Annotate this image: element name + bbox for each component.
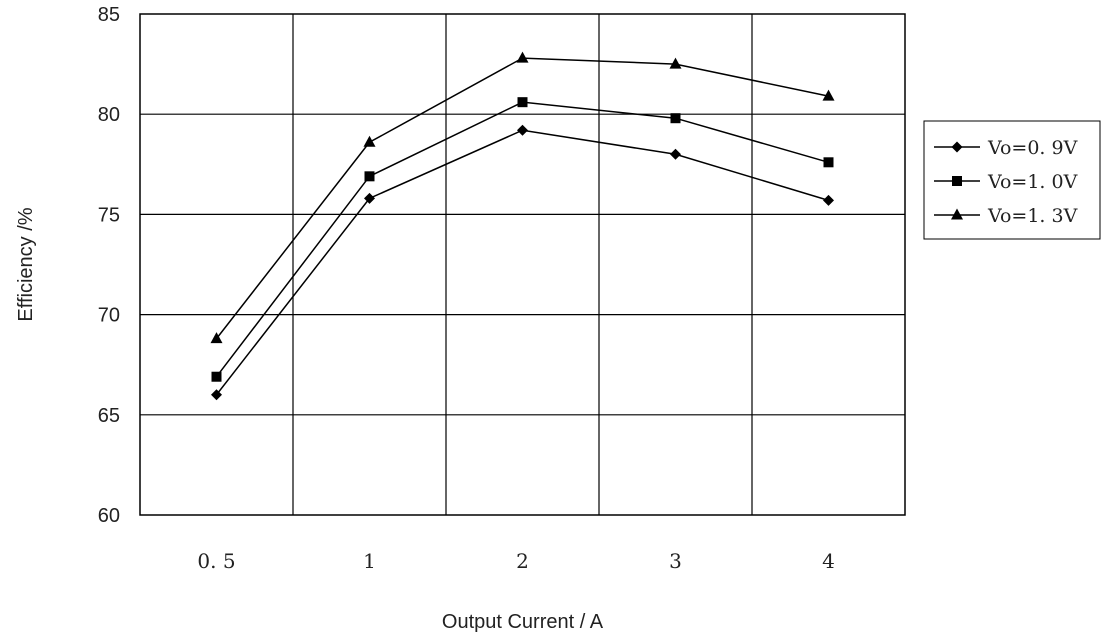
- series-3: [210, 51, 835, 344]
- data-point-triangle: [516, 51, 529, 63]
- y-tick-label: 75: [98, 204, 120, 226]
- y-axis-title: Efficiency /%: [15, 207, 37, 321]
- y-tick-label: 70: [98, 305, 120, 327]
- x-tick-label: 0. 5: [197, 549, 235, 573]
- series-line: [215, 129, 829, 396]
- data-point-triangle: [363, 135, 376, 147]
- data-point-square: [364, 171, 375, 182]
- data-point-triangle: [210, 332, 223, 344]
- data-point-diamond: [823, 194, 834, 206]
- y-tick-label: 65: [98, 405, 120, 427]
- data-point-triangle: [951, 208, 963, 220]
- legend-item: Vo=1. 0V: [934, 171, 1078, 193]
- plot-frame: [139, 13, 906, 516]
- data-point-square: [823, 157, 834, 168]
- series-2: [211, 97, 834, 382]
- data-point-triangle: [669, 57, 682, 69]
- grid-lines: [140, 14, 905, 515]
- y-tick-labels: 60 65 70 75 80 85: [98, 4, 120, 527]
- legend-label: Vo=1. 0V: [987, 171, 1078, 193]
- x-tick-label: 1: [363, 549, 376, 573]
- x-tick-label: 3: [669, 549, 682, 573]
- legend-label: Vo=1. 3V: [987, 205, 1078, 227]
- data-point-square: [517, 97, 528, 108]
- legend-item: Vo=0. 9V: [934, 137, 1078, 159]
- data-point-diamond: [364, 192, 375, 204]
- legend: Vo=0. 9V Vo=1. 0V Vo=1. 3V: [923, 120, 1101, 240]
- data-point-diamond: [670, 148, 681, 160]
- data-point-diamond: [517, 124, 528, 136]
- legend-label: Vo=0. 9V: [987, 137, 1078, 159]
- data-point-square: [952, 176, 962, 186]
- y-tick-label: 80: [98, 104, 120, 126]
- data-point-square: [670, 113, 681, 124]
- y-tick-label: 60: [98, 505, 120, 527]
- data-point-diamond: [951, 141, 963, 153]
- data-point-diamond: [211, 389, 222, 401]
- series-1: [211, 124, 834, 401]
- x-tick-label: 2: [516, 549, 529, 573]
- series-line: [215, 101, 829, 378]
- y-tick-label: 85: [98, 4, 120, 26]
- data-point-square: [211, 371, 222, 382]
- series-group: [210, 51, 835, 401]
- x-tick-labels: 0. 5 1 2 3 4: [197, 549, 834, 573]
- data-point-triangle: [822, 89, 835, 101]
- x-axis-title: Output Current / A: [442, 611, 604, 633]
- legend-item: Vo=1. 3V: [934, 205, 1078, 227]
- x-tick-label: 4: [822, 549, 835, 573]
